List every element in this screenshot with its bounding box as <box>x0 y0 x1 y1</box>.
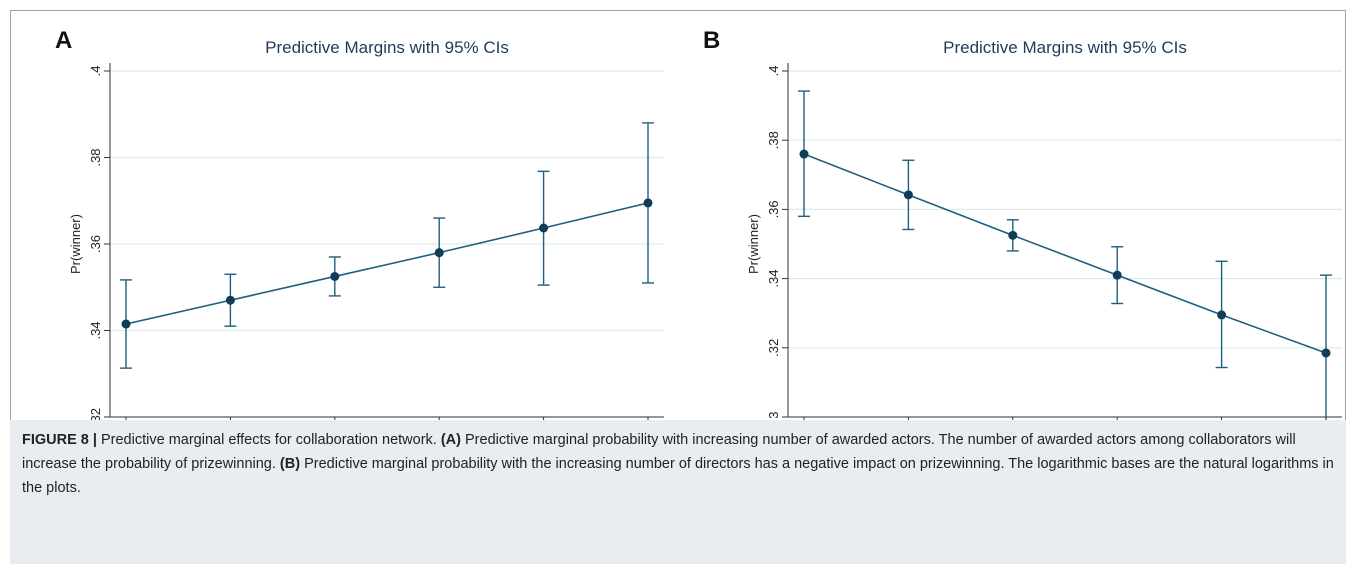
y-tick-label-b: .34 <box>766 270 781 288</box>
y-tick-label-b: .4 <box>766 66 781 77</box>
y-tick-label-a: .36 <box>88 235 103 253</box>
figure-frame: Predictive Margins with 95% CIs .32 .34 .36… <box>10 10 1346 456</box>
caption-a-tag: (A) <box>440 432 461 448</box>
chart-panel-b: Predictive Margins with 95% CIs .3 .32 .34.… <box>746 38 1342 456</box>
y-tick-label-a: .4 <box>88 66 103 77</box>
data-point-a <box>225 295 235 305</box>
data-point-a <box>121 319 131 329</box>
data-point-a <box>539 223 549 233</box>
panel-letter-b: B <box>703 27 721 54</box>
y-tick-label-b: .36 <box>766 200 781 218</box>
series-line-b <box>803 153 1327 354</box>
chart-panel-a: Predictive Margins with 95% CIs.32.34.36… <box>68 38 664 456</box>
data-point-b <box>799 149 809 159</box>
data-point-b <box>1321 348 1331 358</box>
data-point-a <box>330 271 340 281</box>
y-axis-label-b: Pr(winner) <box>746 214 761 274</box>
caption-label: FIGURE 8 | <box>22 432 97 448</box>
y-tick-label-b: .38 <box>766 131 781 149</box>
caption-b-tag: (B) <box>279 456 301 472</box>
data-point-b <box>903 190 913 200</box>
y-tick-label-b: .3 <box>766 412 781 423</box>
panel-letter-a: A <box>55 27 73 54</box>
data-point-a <box>434 248 444 258</box>
data-point-b <box>1217 310 1227 320</box>
figure-caption: FIGURE 8 | Predictive marginal effects f… <box>10 420 1346 564</box>
chart-title-a: Predictive Margins with 95% CIs <box>265 38 509 57</box>
data-point-a <box>643 198 653 208</box>
y-tick-label-a: .38 <box>88 148 103 166</box>
series-line-a <box>125 202 649 325</box>
caption-a-text: Predictive marginal probability with inc… <box>22 432 1296 472</box>
data-point-b <box>1112 270 1122 280</box>
data-point-b <box>1008 230 1018 240</box>
y-tick-label-b: .32 <box>766 339 781 357</box>
chart-title-b: Predictive Margins with 95% CIs <box>943 38 1187 57</box>
y-axis-label-a: Pr(winner) <box>68 214 83 274</box>
caption-b-text: Predictive marginal probability with the… <box>22 456 1334 496</box>
y-tick-label-a: .34 <box>88 321 103 339</box>
caption-lead: Predictive marginal effects for collabor… <box>96 432 441 448</box>
